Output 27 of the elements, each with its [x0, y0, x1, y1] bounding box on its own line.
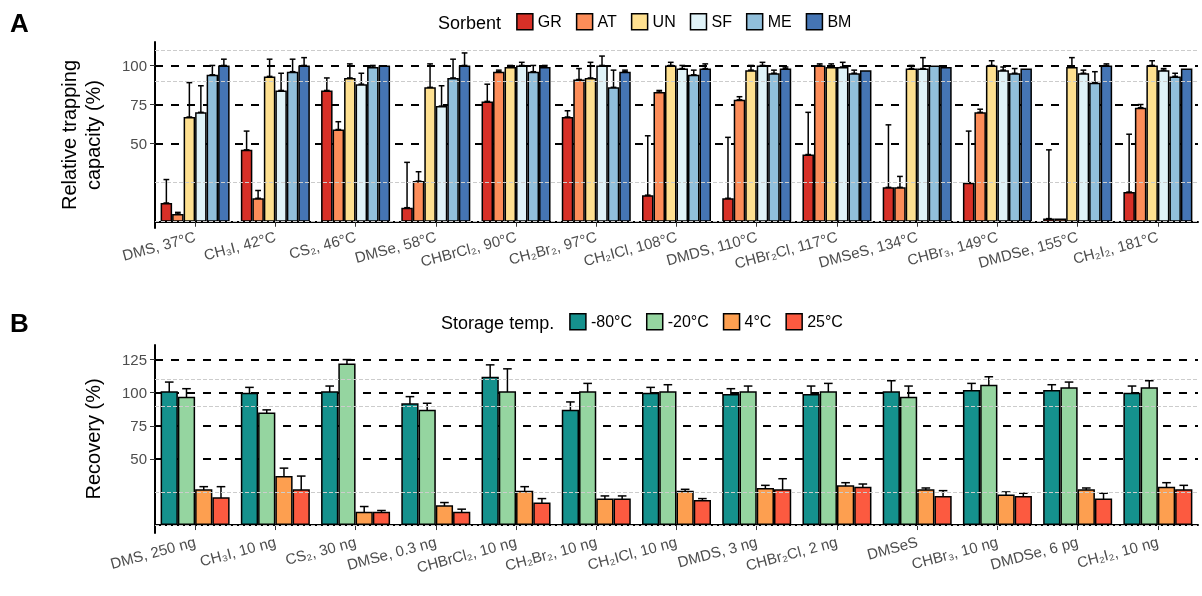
legend-label: -80°C: [590, 313, 632, 331]
legend-label: ME: [767, 13, 792, 31]
legend-label: UN: [652, 13, 676, 31]
x-tick-label: CH₃I, 10 ng: [197, 532, 278, 570]
legend-label: 4°C: [744, 313, 772, 331]
legend-label: GR: [537, 13, 562, 31]
legend-label: 25°C: [807, 313, 843, 331]
y-tick-label: 100: [121, 384, 147, 402]
y-axis-title: Recovery (%): [82, 378, 104, 500]
legend-label: BM: [827, 13, 852, 31]
x-tick-label: DMS, 37°C: [120, 227, 198, 264]
y-tick-label: 50: [130, 450, 147, 468]
legend-label: SF: [711, 13, 733, 31]
legend-title: Storage temp.: [441, 313, 555, 333]
x-tick-label: CH₃I, 42°C: [201, 227, 278, 264]
legend-title: Sorbent: [438, 13, 502, 33]
legend-label: -20°C: [667, 313, 709, 331]
y-axis-title: Relative trapping capacity (%): [58, 59, 104, 211]
text: A: [10, 8, 29, 38]
y-tick-label: 125: [121, 351, 147, 369]
y-tick-label: 75: [130, 96, 147, 114]
y-tick-label: 50: [130, 135, 147, 153]
y-tick-label: 75: [130, 417, 147, 435]
y-tick-label: 100: [121, 56, 147, 74]
x-tick-label: DMS, 250 ng: [108, 532, 198, 572]
legend-label: AT: [597, 13, 618, 31]
text: B: [10, 308, 29, 338]
